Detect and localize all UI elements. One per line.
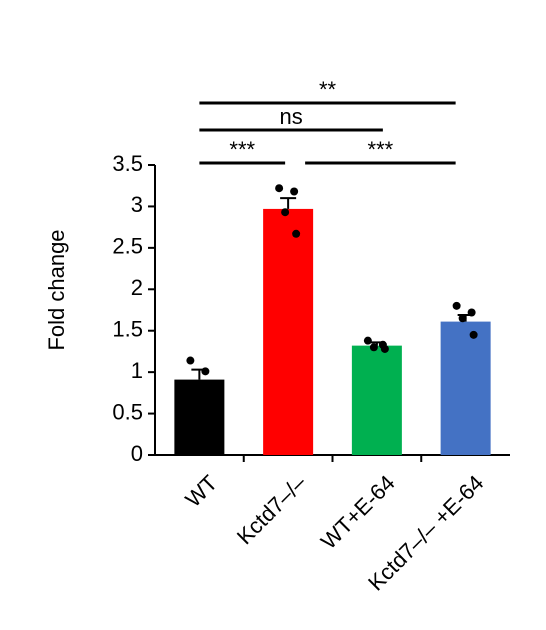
y-tick-label: 3 [131, 192, 143, 217]
y-tick-label: 3.5 [112, 151, 143, 176]
y-tick-label: 0 [131, 441, 143, 466]
y-tick-label: 0.5 [112, 399, 143, 424]
data-point [380, 344, 389, 353]
y-axis-label: Fold change [44, 229, 69, 350]
bar [351, 345, 402, 455]
significance-label: *** [229, 137, 255, 162]
data-point [290, 187, 299, 196]
y-tick-label: 1.5 [112, 317, 143, 342]
data-point [363, 336, 372, 345]
data-point [467, 308, 476, 317]
x-tick-label: WT [180, 470, 222, 512]
y-tick-label: 2.5 [112, 234, 143, 259]
bar [263, 208, 314, 455]
significance-label: *** [368, 137, 394, 162]
data-point [275, 184, 284, 193]
data-point [469, 330, 478, 339]
x-tick-label: Kctd7–/– [232, 470, 312, 550]
x-tick-label: WT+E-64 [316, 470, 400, 554]
data-point [201, 367, 210, 376]
bar [440, 321, 491, 455]
data-point [458, 314, 467, 323]
y-tick-label: 2 [131, 275, 143, 300]
significance-label: ns [280, 104, 303, 129]
bar [174, 379, 225, 455]
data-point [369, 343, 378, 352]
data-point [281, 208, 290, 217]
data-point [292, 229, 301, 238]
data-point [186, 356, 195, 365]
y-tick-label: 1 [131, 358, 143, 383]
significance-label: ** [319, 77, 337, 102]
data-point [452, 301, 461, 310]
